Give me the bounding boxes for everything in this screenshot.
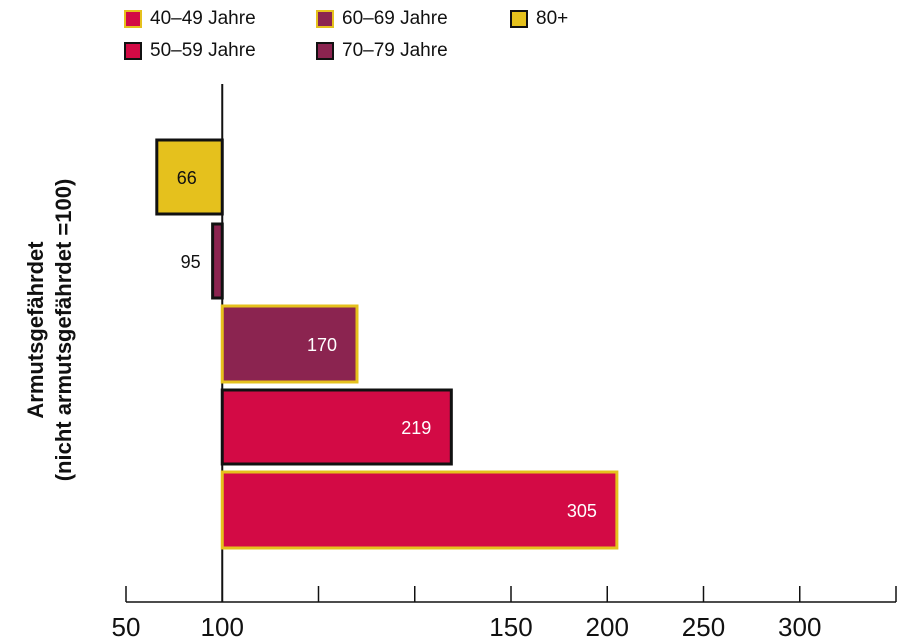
bar-value-label-50-59-Jahre: 219 [401, 418, 431, 438]
x-tick-label-7: 300 [778, 612, 821, 642]
bar-value-label-70-79-Jahre: 170 [307, 335, 337, 355]
legend-label-50-59: 50–59 Jahre [150, 40, 256, 61]
legend-swatch-40-49 [124, 10, 142, 28]
legend-label-70-79: 70–79 Jahre [342, 40, 448, 61]
legend-item-50-59: 50–59 Jahre [124, 40, 256, 62]
legend-item-80plus: 80+ [510, 8, 568, 30]
legend-swatch-50-59 [124, 42, 142, 60]
legend-item-40-49: 40–49 Jahre [124, 8, 256, 30]
bar-value-label-40-49-Jahre: 305 [567, 501, 597, 521]
x-tick-label-0: 50 [112, 612, 141, 642]
legend-item-60-69: 60–69 Jahre [316, 8, 448, 30]
x-tick-label-5: 200 [586, 612, 629, 642]
legend: 40–49 Jahre 60–69 Jahre 80+ 50–59 Jahre … [124, 8, 644, 68]
legend-label-40-49: 40–49 Jahre [150, 8, 256, 29]
x-tick-label-1: 100 [201, 612, 244, 642]
bar-80plus [155, 138, 224, 216]
bar-50-59-Jahre [220, 388, 453, 466]
bar-40-49-Jahre [220, 470, 619, 550]
bar-60-69-Jahre [211, 222, 224, 300]
x-tick-label-6: 250 [682, 612, 725, 642]
bar-70-79-Jahre [220, 304, 359, 384]
x-tick-label-4: 150 [489, 612, 532, 642]
legend-swatch-60-69 [316, 10, 334, 28]
legend-item-70-79: 70–79 Jahre [316, 40, 448, 62]
legend-label-60-69: 60–69 Jahre [342, 8, 448, 29]
bar-value-label-60-69-Jahre: 95 [181, 252, 201, 272]
legend-swatch-80plus [510, 10, 528, 28]
legend-swatch-70-79 [316, 42, 334, 60]
bar-value-label-80plus: 66 [177, 168, 197, 188]
legend-label-80plus: 80+ [536, 8, 569, 29]
